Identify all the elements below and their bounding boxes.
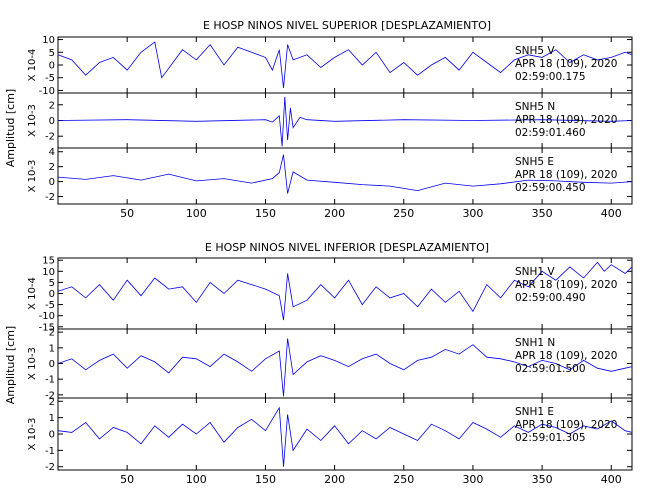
y-tick-label: 5 bbox=[49, 48, 55, 59]
x-tick-label: 50 bbox=[120, 207, 134, 220]
y-tick-label: 1 bbox=[49, 413, 55, 424]
waveform-snh5-v bbox=[57, 41, 633, 88]
y-tick-label: -15 bbox=[39, 322, 55, 333]
y-tick-label: -2 bbox=[45, 132, 55, 143]
station-date: APR 18 (109), 2020 bbox=[515, 419, 617, 431]
y-tick-label: -1 bbox=[45, 446, 55, 457]
y-tick-label: 1 bbox=[49, 343, 55, 354]
x-tick-label: 100 bbox=[186, 473, 207, 486]
y-tick-label: 0 bbox=[49, 116, 55, 127]
x-tick-label: 200 bbox=[324, 207, 345, 220]
y-multiplier-label: X 10-3 bbox=[27, 347, 38, 380]
y-tick-label: 0 bbox=[49, 61, 55, 72]
x-tick-label: 150 bbox=[255, 207, 276, 220]
y-tick-label: 4 bbox=[49, 147, 55, 158]
x-tick-label: 150 bbox=[255, 473, 276, 486]
y-tick-label: -10 bbox=[39, 311, 55, 322]
y-tick-label: -2 bbox=[45, 192, 55, 203]
station-time: 02:59:00.450 bbox=[515, 182, 586, 194]
waveform-snh1-v bbox=[57, 261, 633, 321]
y-tick-label: 0 bbox=[49, 359, 55, 370]
y-tick-label: -5 bbox=[45, 73, 55, 84]
y-tick-label: 2 bbox=[49, 328, 55, 339]
y-multiplier-label: X 10-4 bbox=[27, 277, 38, 310]
ylabel-inferior: Amplitud [cm] bbox=[4, 326, 17, 404]
station-date: APR 18 (109), 2020 bbox=[515, 169, 617, 181]
y-tick-label: 0 bbox=[49, 430, 55, 441]
x-tick-label: 250 bbox=[393, 473, 414, 486]
x-tick-label: 400 bbox=[601, 207, 622, 220]
waveform-snh5-e bbox=[57, 154, 633, 194]
x-tick-label: 100 bbox=[186, 207, 207, 220]
group-title-inferior: E HOSP NINOS NIVEL INFERIOR [DESPLAZAMIE… bbox=[205, 241, 489, 254]
x-tick-label: 350 bbox=[532, 207, 553, 220]
waveform-snh1-e bbox=[57, 406, 633, 467]
y-tick-label: 2 bbox=[49, 162, 55, 173]
y-tick-label: 5 bbox=[49, 278, 55, 289]
station-time: 02:59:01.500 bbox=[515, 363, 586, 375]
x-tick-label: 350 bbox=[532, 473, 553, 486]
station-label: SNH5 E bbox=[515, 156, 554, 168]
y-tick-label: 2 bbox=[49, 397, 55, 408]
y-tick-label: 2 bbox=[49, 100, 55, 111]
y-tick-label: -2 bbox=[45, 390, 55, 401]
station-date: APR 18 (109), 2020 bbox=[515, 350, 617, 362]
y-tick-label: 0 bbox=[49, 177, 55, 188]
x-tick-label: 50 bbox=[120, 473, 134, 486]
y-tick-label: -10 bbox=[39, 86, 55, 97]
station-time: 02:59:00.175 bbox=[515, 71, 586, 83]
y-multiplier-label: X 10-3 bbox=[27, 104, 38, 137]
station-label: SNH5 N bbox=[515, 101, 555, 113]
y-tick-label: -2 bbox=[45, 462, 55, 473]
waveform-snh5-n bbox=[57, 96, 633, 147]
station-label: SNH1 V bbox=[515, 266, 555, 278]
station-date: APR 18 (109), 2020 bbox=[515, 114, 617, 126]
y-tick-label: -5 bbox=[45, 300, 55, 311]
station-label: SNH1 N bbox=[515, 337, 555, 349]
x-tick-label: 300 bbox=[462, 207, 483, 220]
station-date: APR 18 (109), 2020 bbox=[515, 279, 617, 291]
y-tick-label: 0 bbox=[49, 289, 55, 300]
panel-frame bbox=[57, 147, 633, 205]
station-time: 02:59:01.305 bbox=[515, 432, 586, 444]
y-tick-label: 10 bbox=[42, 35, 55, 46]
ylabel-superior: Amplitud [cm] bbox=[4, 89, 17, 167]
station-date: APR 18 (109), 2020 bbox=[515, 58, 617, 70]
y-tick-label: 10 bbox=[42, 267, 55, 278]
station-time: 02:59:00.490 bbox=[515, 292, 586, 304]
station-label: SNH5 V bbox=[515, 45, 555, 57]
x-tick-label: 400 bbox=[601, 473, 622, 486]
station-label: SNH1 E bbox=[515, 406, 554, 418]
y-tick-label: 15 bbox=[42, 256, 55, 267]
y-multiplier-label: X 10-4 bbox=[27, 49, 38, 82]
station-time: 02:59:01.460 bbox=[515, 127, 586, 139]
waveform-snh1-n bbox=[57, 338, 633, 397]
y-multiplier-label: X 10-3 bbox=[27, 418, 38, 451]
y-tick-label: -1 bbox=[45, 375, 55, 386]
group-title-superior: E HOSP NINOS NIVEL SUPERIOR [DESPLAZAMIE… bbox=[203, 19, 491, 32]
x-tick-label: 300 bbox=[462, 473, 483, 486]
x-tick-label: 200 bbox=[324, 473, 345, 486]
x-tick-label: 250 bbox=[393, 207, 414, 220]
y-multiplier-label: X 10-3 bbox=[27, 160, 38, 193]
